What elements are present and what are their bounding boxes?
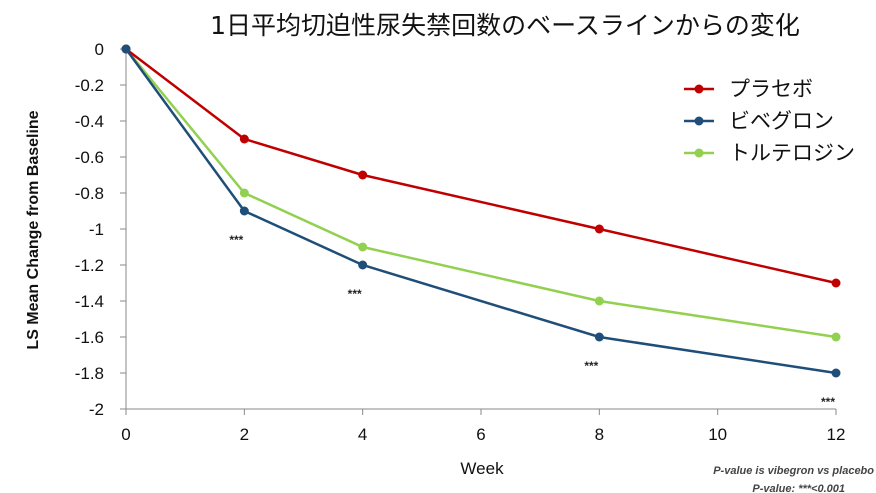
footnote-pvalue-comparison: P-value is vibegron vs placebo [713, 465, 874, 477]
legend-item: プラセボ [684, 77, 813, 101]
x-tick-label: 0 [121, 425, 130, 444]
chart-title: 1日平均切迫性尿失禁回数のベースラインからの変化 [210, 11, 800, 40]
y-axis: 0 -0.2 -0.4 -0.6 -0.8 -1 -1.2 -1.4 -1.6 -1.8 -2 [75, 40, 127, 419]
x-tick-label: 6 [476, 425, 485, 444]
legend-item: ビベグロン [684, 109, 834, 133]
y-tick-label: -1.8 [75, 364, 104, 383]
y-tick-label: -0.6 [75, 148, 104, 167]
x-tick-label: 8 [595, 425, 604, 444]
legend-label: トルテロジン [729, 141, 855, 165]
significance-annotations: *** *** *** *** [229, 233, 835, 409]
data-point [831, 368, 841, 378]
legend-item: トルテロジン [684, 141, 855, 165]
x-tick-label: 4 [358, 425, 367, 444]
data-point [239, 134, 249, 144]
significance-marker: *** [584, 359, 598, 373]
data-point [358, 170, 368, 180]
y-tick-label: -1.2 [75, 256, 104, 275]
data-point [121, 44, 131, 54]
y-axis-label: LS Mean Change from Baseline [25, 110, 42, 349]
data-point [594, 332, 604, 342]
data-point [358, 260, 368, 270]
x-tick-label: 10 [708, 425, 727, 444]
y-tick-label: -2 [89, 400, 104, 419]
data-point [831, 278, 841, 288]
legend-marker [694, 116, 704, 126]
x-tick-label: 12 [827, 425, 846, 444]
data-point [594, 224, 604, 234]
y-tick-label: -1.4 [75, 292, 104, 311]
legend-label: プラセボ [729, 77, 813, 101]
y-tick-label: -1.6 [75, 328, 104, 347]
footnote-pvalue-threshold: P-value: ***<0.001 [752, 483, 845, 493]
data-point [831, 332, 841, 342]
series-1 [121, 44, 841, 378]
y-tick-label: -0.8 [75, 184, 104, 203]
legend-label: ビベグロン [729, 109, 834, 133]
y-tick-label: -0.2 [75, 76, 104, 95]
significance-marker: *** [348, 287, 362, 301]
x-axis-label: Week [460, 459, 504, 478]
data-point [358, 242, 368, 252]
legend-marker [694, 148, 704, 158]
x-tick-label: 2 [240, 425, 249, 444]
data-point [594, 296, 604, 306]
y-tick-label: -0.4 [75, 112, 104, 131]
series-layer [121, 44, 841, 378]
data-point [239, 188, 249, 198]
y-tick-label: 0 [95, 40, 104, 59]
y-tick-label: -1 [89, 220, 104, 239]
x-axis: 0 2 4 6 8 10 12 [121, 408, 846, 444]
significance-marker: *** [229, 233, 243, 247]
significance-marker: *** [821, 395, 835, 409]
legend-marker [694, 84, 704, 94]
data-point [239, 206, 249, 216]
